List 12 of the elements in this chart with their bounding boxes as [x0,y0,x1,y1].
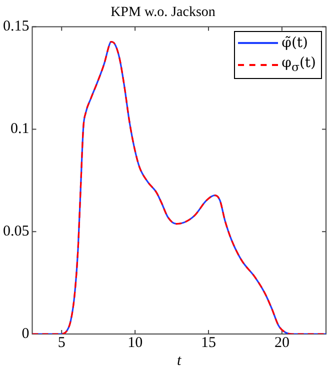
legend-label: φ̃(t) [282,34,308,53]
y-tick-label: 0.1 [10,121,30,138]
chart-title: KPM w.o. Jackson [110,5,216,20]
x-tick-label: 15 [201,334,216,351]
legend-label: φ$_{σ}$(t) [282,54,316,76]
y-tick-label: 0 [22,326,30,342]
x-axis-title: t [177,352,182,369]
x-tick-label: 20 [274,334,290,351]
x-tick-label: 5 [58,334,66,351]
y-tick-label: 0.05 [3,224,30,240]
y-tick-label: 0.15 [3,18,30,35]
x-tick-label: 10 [128,334,143,351]
